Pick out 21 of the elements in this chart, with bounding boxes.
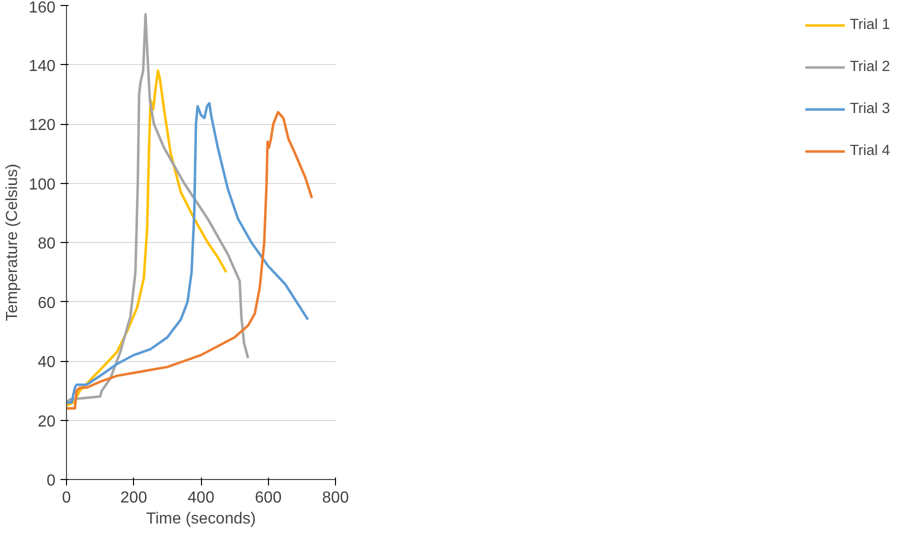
y-tick-label: 40 <box>38 354 56 371</box>
legend-label: Trial 1 <box>850 17 890 33</box>
y-tick-label: 100 <box>28 176 56 194</box>
y-axis-title: Temperature (Celsius) <box>4 164 21 322</box>
x-tick-label: 400 <box>188 490 214 506</box>
x-tick-label: 600 <box>254 490 282 506</box>
legend-label: Trial 3 <box>850 101 890 117</box>
x-tick-label: 800 <box>322 490 349 506</box>
x-axis-title: Time (seconds) <box>146 510 256 528</box>
y-tick-label: 60 <box>38 294 56 312</box>
legend-label: Trial 4 <box>850 143 890 159</box>
y-tick-label: 120 <box>28 117 56 134</box>
y-tick-label: 140 <box>28 58 56 75</box>
y-tick-label: 0 <box>46 472 56 490</box>
y-tick-label: 80 <box>38 236 56 252</box>
legend-label: Trial 2 <box>850 59 890 75</box>
y-tick-label: 160 <box>28 0 56 16</box>
line-series <box>66 13 250 404</box>
y-tick-label: 20 <box>38 413 56 430</box>
x-tick-label: 200 <box>120 490 148 506</box>
x-tick-label: 0 <box>62 490 72 506</box>
